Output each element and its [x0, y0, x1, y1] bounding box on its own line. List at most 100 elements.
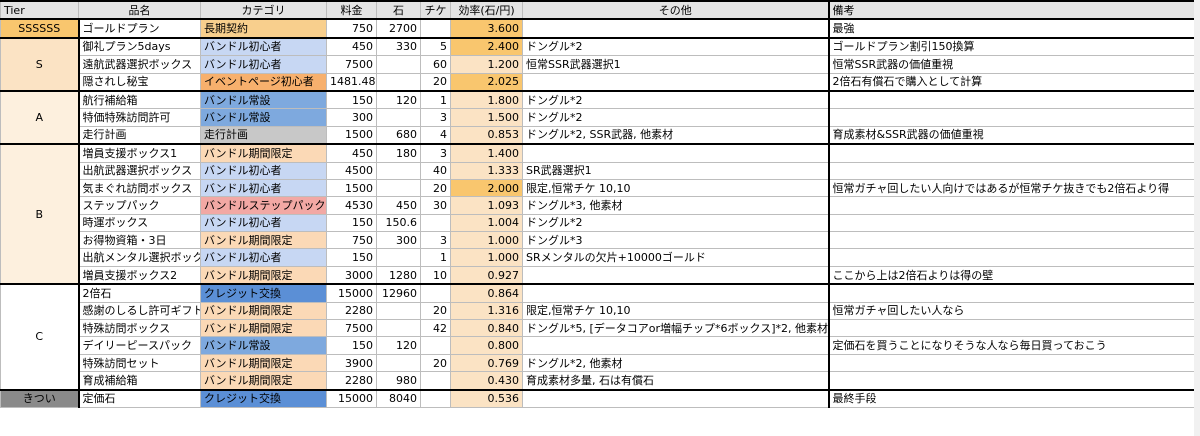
cell-price[interactable]: 300 [326, 108, 377, 127]
cell-stones[interactable]: 120 [376, 336, 421, 355]
cell-efficiency[interactable]: 0.927 [450, 265, 523, 285]
cell-price[interactable]: 1500 [326, 125, 377, 145]
header-note[interactable]: 備考 [827, 0, 1195, 20]
header-tickets[interactable]: チケ [420, 0, 451, 20]
cell-note[interactable] [827, 108, 1195, 127]
cell-note[interactable]: 恒常ガチャ回したい人向けではあるが恒常チケ抜きでも2倍石より得 [827, 178, 1195, 198]
scrollbar-gutter[interactable] [1194, 0, 1200, 436]
cell-other[interactable]: ドングル*2 [522, 36, 829, 57]
cell-price[interactable]: 150 [326, 336, 377, 355]
header-name[interactable]: 品名 [78, 0, 201, 20]
cell-note[interactable]: 育成素材&SSR武器の価値重視 [827, 125, 1195, 145]
cell-note[interactable] [827, 196, 1195, 215]
cell-category[interactable]: バンドル期間限定 [200, 301, 327, 321]
cell-tickets[interactable] [420, 213, 451, 233]
cell-efficiency[interactable]: 0.430 [450, 371, 523, 391]
cell-note[interactable]: ここから上は2倍石よりは得の壁 [827, 265, 1195, 285]
cell-name[interactable]: 航行補給箱 [78, 89, 201, 110]
cell-stones[interactable]: 680 [376, 125, 421, 145]
cell-note[interactable]: 定価石を買うことになりそうな人なら毎日買っておこう [827, 336, 1195, 355]
cell-stones[interactable] [376, 178, 421, 198]
cell-efficiency[interactable]: 0.864 [450, 283, 523, 303]
cell-stones[interactable]: 980 [376, 371, 421, 391]
cell-efficiency[interactable]: 1.316 [450, 301, 523, 321]
cell-price[interactable]: 750 [326, 231, 377, 250]
cell-note[interactable] [827, 248, 1195, 267]
cell-tickets[interactable]: 42 [420, 319, 451, 338]
cell-efficiency[interactable]: 1.200 [450, 55, 523, 74]
cell-price[interactable]: 15000 [326, 283, 377, 303]
header-price[interactable]: 料金 [326, 0, 377, 20]
cell-category[interactable]: 長期契約 [200, 18, 327, 39]
cell-note[interactable]: 最強 [827, 18, 1195, 39]
cell-price[interactable]: 450 [326, 36, 377, 57]
cell-other[interactable] [522, 388, 829, 408]
cell-stones[interactable]: 1280 [376, 265, 421, 285]
cell-stones[interactable] [376, 301, 421, 321]
cell-price[interactable]: 450 [326, 143, 377, 163]
cell-category[interactable]: バンドル期間限定 [200, 371, 327, 391]
cell-name[interactable]: ゴールドプラン [78, 18, 201, 39]
cell-other[interactable]: ドングル*2, 他素材 [522, 353, 829, 373]
cell-note[interactable]: 恒常ガチャ回したい人なら [827, 301, 1195, 321]
cell-note[interactable]: 2倍石有償石で購入として計算 [827, 72, 1195, 92]
cell-category[interactable]: クレジット交換 [200, 388, 327, 408]
cell-price[interactable]: 1481.48 [326, 72, 377, 92]
cell-efficiency[interactable]: 2.000 [450, 178, 523, 198]
cell-stones[interactable] [376, 72, 421, 92]
cell-efficiency[interactable]: 1.333 [450, 161, 523, 180]
cell-category[interactable]: バンドル初心者 [200, 178, 327, 198]
cell-price[interactable]: 750 [326, 18, 377, 39]
cell-category[interactable]: クレジット交換 [200, 283, 327, 303]
cell-stones[interactable] [376, 161, 421, 180]
cell-efficiency[interactable]: 0.853 [450, 125, 523, 145]
cell-name[interactable]: 定価石 [78, 388, 201, 408]
cell-tickets[interactable] [420, 371, 451, 391]
cell-name[interactable]: 時運ボックス [78, 213, 201, 233]
cell-name[interactable]: 特殊訪問セット [78, 353, 201, 373]
cell-other[interactable]: SR武器選択1 [522, 161, 829, 180]
cell-tickets[interactable]: 20 [420, 301, 451, 321]
cell-tickets[interactable]: 40 [420, 161, 451, 180]
cell-note[interactable] [827, 283, 1195, 303]
cell-category[interactable]: バンドル初心者 [200, 248, 327, 267]
cell-efficiency[interactable]: 2.025 [450, 72, 523, 92]
cell-other[interactable]: ドングル*2 [522, 213, 829, 233]
cell-name[interactable]: ステップパック [78, 196, 201, 215]
cell-note[interactable] [827, 231, 1195, 250]
header-category[interactable]: カテゴリ [200, 0, 327, 20]
cell-tickets[interactable]: 5 [420, 36, 451, 57]
cell-stones[interactable] [376, 248, 421, 267]
cell-stones[interactable]: 120 [376, 89, 421, 110]
cell-efficiency[interactable]: 1.004 [450, 213, 523, 233]
cell-price[interactable]: 3000 [326, 265, 377, 285]
cell-other[interactable] [522, 336, 829, 355]
cell-tickets[interactable]: 4 [420, 125, 451, 145]
cell-tickets[interactable]: 20 [420, 72, 451, 92]
cell-other[interactable] [522, 143, 829, 163]
cell-other[interactable]: 限定,恒常チケ 10,10 [522, 301, 829, 321]
cell-tickets[interactable]: 3 [420, 143, 451, 163]
cell-category[interactable]: バンドル期間限定 [200, 353, 327, 373]
cell-name[interactable]: 出航武器選択ボックス [78, 161, 201, 180]
cell-price[interactable]: 2280 [326, 301, 377, 321]
cell-other[interactable]: SRメンタルの欠片+10000ゴールド [522, 248, 829, 267]
tier-label[interactable]: B [0, 143, 80, 285]
cell-category[interactable]: バンドル常設 [200, 89, 327, 110]
cell-note[interactable] [827, 319, 1195, 338]
cell-name[interactable]: デイリーピースパック [78, 336, 201, 355]
cell-name[interactable]: 増員支援ボックス1 [78, 143, 201, 163]
tier-label[interactable]: きつい [0, 388, 80, 408]
cell-efficiency[interactable]: 0.800 [450, 336, 523, 355]
cell-category[interactable]: バンドル常設 [200, 336, 327, 355]
cell-category[interactable]: バンドルステップパック [200, 196, 327, 215]
cell-tickets[interactable]: 1 [420, 248, 451, 267]
cell-other[interactable] [522, 283, 829, 303]
cell-stones[interactable] [376, 108, 421, 127]
cell-price[interactable]: 7500 [326, 319, 377, 338]
cell-tickets[interactable]: 20 [420, 178, 451, 198]
cell-name[interactable]: お得物資箱・3日 [78, 231, 201, 250]
cell-stones[interactable]: 300 [376, 231, 421, 250]
cell-category[interactable]: バンドル期間限定 [200, 231, 327, 250]
header-efficiency[interactable]: 効率(石/円) [450, 0, 523, 20]
